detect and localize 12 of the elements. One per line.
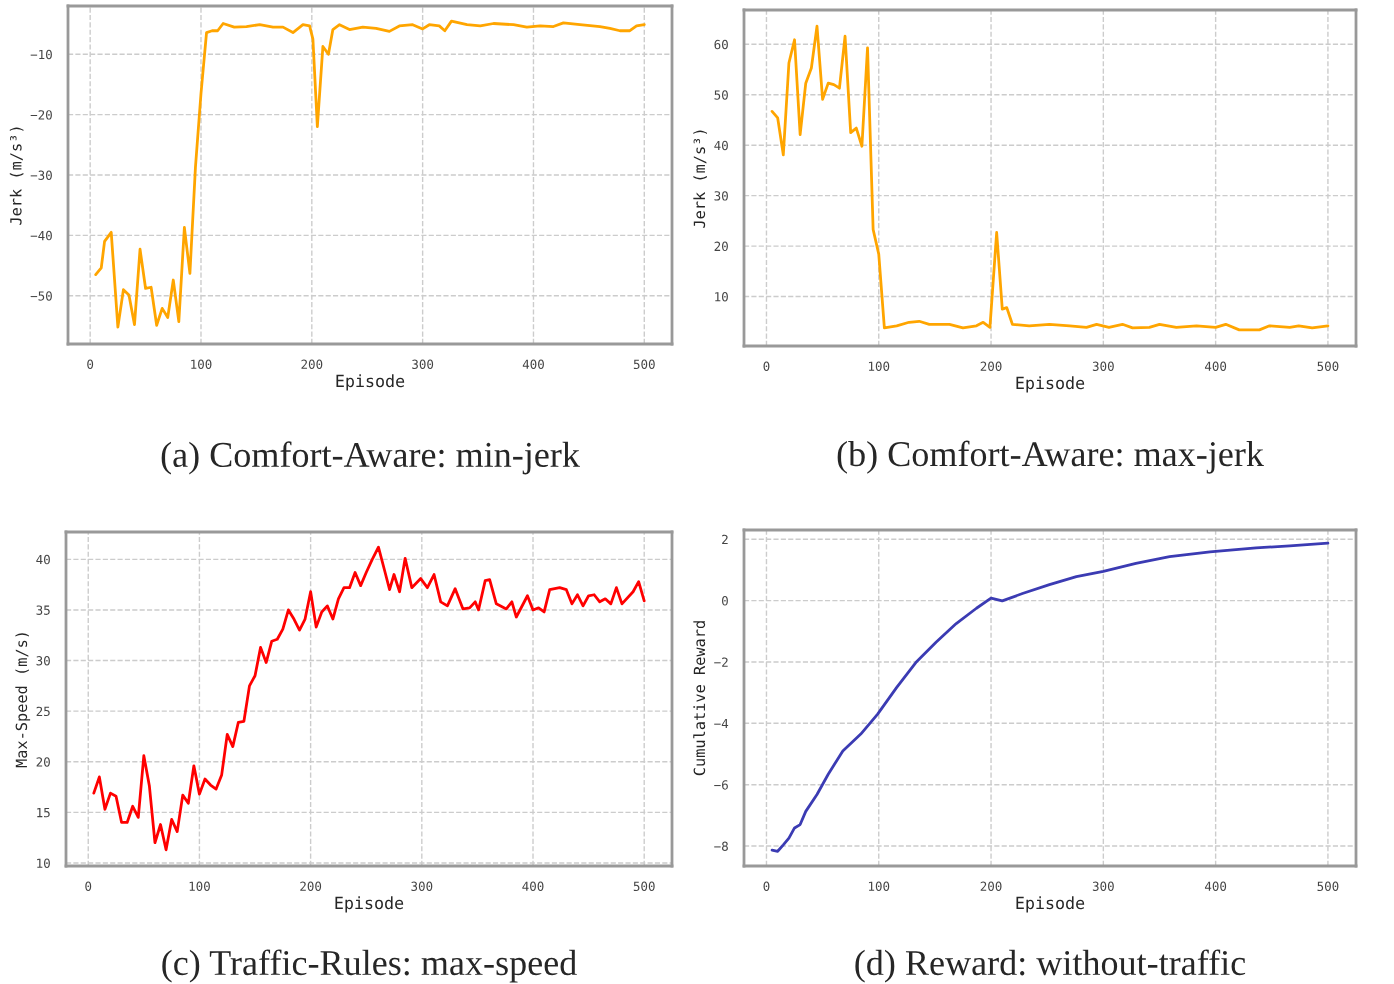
text: (b) Comfort-Aware: max-jerk [837, 440, 1264, 474]
line-series [770, 541, 1330, 853]
line-series [94, 19, 646, 329]
x-axis-title: Episode [1016, 376, 1085, 393]
line-series [92, 545, 646, 852]
x-axis-title: Episode [1016, 896, 1085, 913]
text: (a) Comfort-Aware: min-jerk [161, 441, 580, 475]
line-series [770, 24, 1330, 332]
text: (c) Traffic-Rules: max-speed [162, 949, 577, 983]
text: (d) Reward: without-traffic [855, 949, 1246, 983]
x-axis-title: Episode [335, 896, 404, 913]
x-axis-title: Episode [336, 374, 405, 391]
